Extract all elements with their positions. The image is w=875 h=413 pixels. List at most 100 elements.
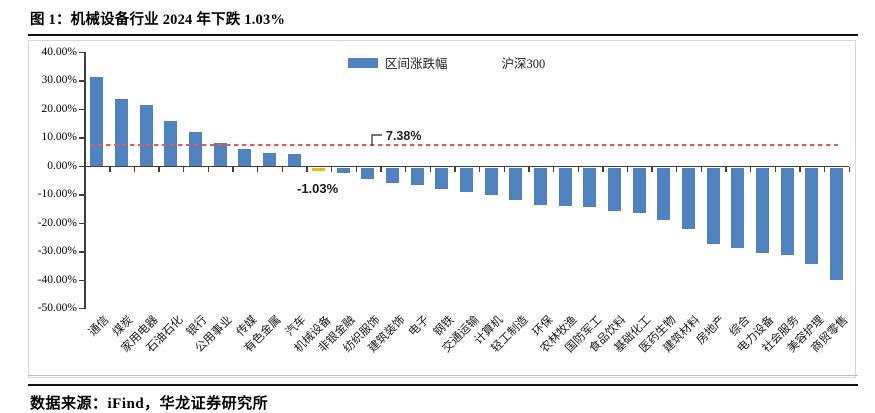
x-tick (183, 167, 185, 172)
y-axis-label: -10.00% (37, 188, 77, 201)
y-tick (79, 222, 84, 225)
x-tick (158, 167, 160, 172)
bar (534, 167, 548, 206)
csi300-reference-line (90, 144, 838, 147)
x-tick (799, 167, 801, 172)
x-tick (306, 167, 308, 172)
bar (262, 153, 276, 167)
bar (460, 167, 474, 193)
legend-bar-swatch (348, 57, 378, 68)
x-axis-line (84, 165, 849, 168)
bar (114, 99, 128, 167)
y-tick (79, 137, 84, 139)
x-tick (257, 167, 259, 172)
y-axis-label: -50.00% (37, 301, 77, 314)
y-axis-label: -20.00% (37, 216, 77, 229)
x-tick (429, 167, 431, 172)
y-tick (79, 194, 84, 196)
bar (632, 167, 646, 213)
x-tick (725, 167, 727, 172)
x-tick (281, 167, 284, 172)
bar (681, 167, 695, 230)
y-axis-label: -30.00% (37, 245, 77, 258)
x-tick (232, 167, 234, 172)
bar (386, 167, 400, 183)
x-tick (454, 167, 456, 172)
bar (829, 167, 843, 281)
y-axis-label: 0.00% (47, 159, 77, 172)
y-axis-label: 30.00% (41, 74, 77, 87)
x-tick (84, 167, 86, 172)
x-tick (109, 167, 111, 172)
bar (509, 167, 523, 201)
x-tick (676, 167, 678, 172)
chart-bottom-border (28, 375, 858, 376)
bar (410, 167, 424, 185)
chart-legend: 区间涨跌幅 沪深300 (348, 53, 545, 72)
y-axis-label: 20.00% (41, 102, 77, 115)
csi300-value-annotation: 7.38% (386, 129, 422, 143)
x-tick (552, 167, 555, 172)
y-tick (79, 251, 84, 253)
x-tick (750, 167, 752, 172)
legend-refline-swatch (455, 62, 495, 64)
y-tick (79, 51, 84, 54)
bar (583, 167, 597, 208)
bar (755, 167, 769, 253)
bar (164, 121, 178, 167)
y-tick (79, 307, 84, 310)
y-tick (79, 108, 84, 111)
x-tick (848, 167, 851, 172)
x-tick (577, 167, 579, 172)
y-tick (79, 165, 84, 168)
y-axis-label: -40.00% (37, 273, 77, 286)
x-tick (528, 167, 530, 172)
x-tick (478, 167, 481, 172)
annotation-connector-icon (371, 134, 382, 146)
data-source: 数据来源：iFind，华龙证券研究所 (30, 396, 269, 412)
highlight-value-annotation: -1.03% (297, 181, 339, 196)
x-tick (503, 167, 505, 172)
bar (706, 167, 720, 244)
legend-bar-label: 区间涨跌幅 (385, 57, 448, 71)
y-tick (79, 279, 84, 282)
bar (312, 167, 326, 171)
title-divider (28, 34, 858, 36)
bar (607, 167, 621, 212)
bar (238, 149, 252, 167)
bar (805, 167, 819, 265)
y-axis-line (84, 52, 86, 309)
y-axis-label: 40.00% (41, 45, 77, 58)
x-tick (207, 167, 210, 172)
x-tick (651, 167, 653, 172)
bar (657, 167, 671, 220)
x-tick (380, 167, 382, 172)
bar (780, 167, 794, 256)
bar (361, 167, 375, 179)
x-tick (355, 167, 358, 172)
bar (484, 167, 498, 196)
bar (336, 167, 350, 173)
x-tick (774, 167, 777, 172)
legend-refline-label: 沪深300 (501, 57, 546, 71)
bar (139, 105, 153, 167)
bar (558, 167, 572, 207)
bar (287, 153, 301, 167)
bar (188, 131, 202, 167)
x-tick (626, 167, 629, 172)
figure-title: 图 1：机械设备行业 2024 年下跌 1.03% (30, 12, 286, 28)
x-tick (824, 167, 826, 172)
x-tick (700, 167, 703, 172)
footer-divider (28, 384, 858, 386)
x-tick (133, 167, 136, 172)
y-axis-label: 10.00% (41, 131, 77, 144)
bar (90, 76, 104, 167)
x-tick (331, 167, 333, 172)
bar (213, 143, 227, 167)
y-tick (79, 80, 84, 82)
bar (731, 167, 745, 248)
bar (435, 167, 449, 189)
x-tick (404, 167, 407, 172)
x-tick (602, 167, 604, 172)
